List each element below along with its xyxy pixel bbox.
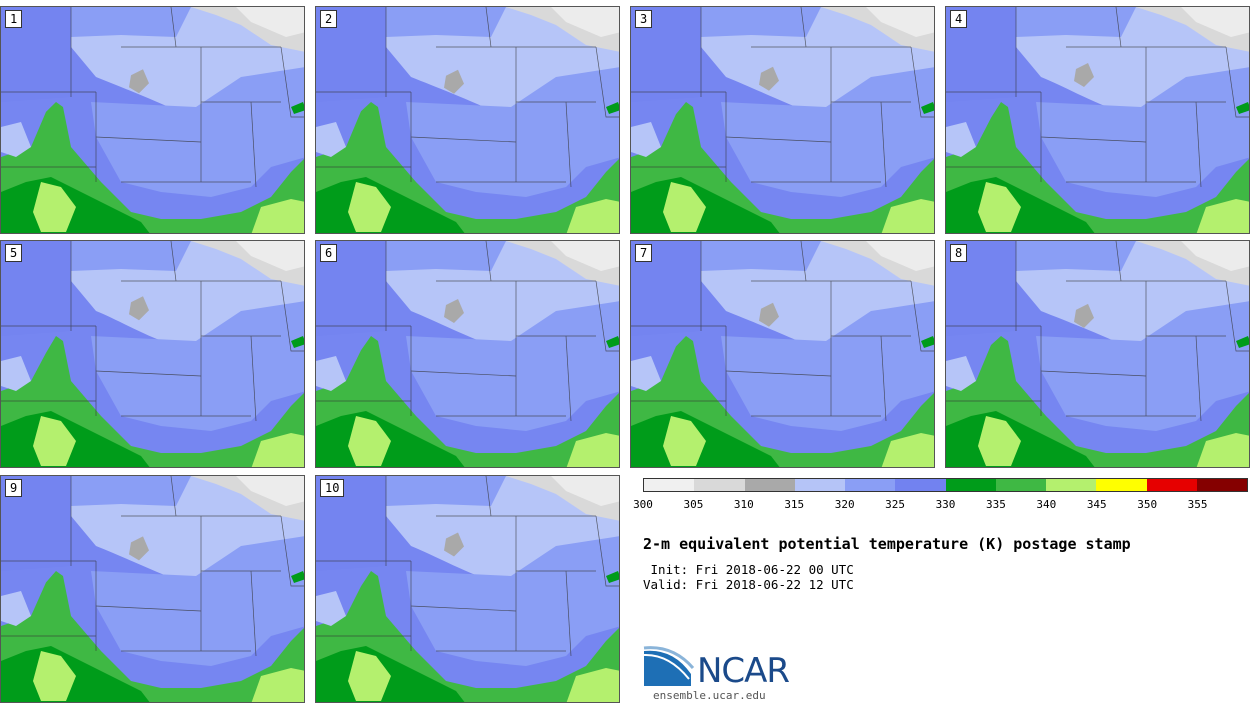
- colorbar: [643, 478, 1248, 492]
- postage-stamp-panel: 4: [945, 6, 1250, 234]
- colorbar-tick-label: 350: [1137, 498, 1158, 511]
- ncar-logo-icon: [643, 646, 695, 686]
- map-image: [631, 241, 934, 467]
- panel-number: 7: [635, 244, 653, 262]
- colorbar-tick-label: 325: [885, 498, 906, 511]
- colorbar-tick-label: 340: [1036, 498, 1057, 511]
- panel-number: 3: [635, 10, 653, 28]
- colorbar-tick-label: 315: [784, 498, 805, 511]
- colorbar-swatch: [794, 479, 845, 491]
- postage-stamp-panel: 10: [315, 475, 620, 703]
- postage-stamp-panel: 1: [0, 6, 305, 234]
- map-image: [946, 7, 1249, 233]
- init-time: Init: Fri 2018-06-22 00 UTC: [643, 562, 854, 577]
- postage-stamp-panel: 9: [0, 475, 305, 703]
- panel-number: 8: [950, 244, 968, 262]
- postage-stamp-panel: 6: [315, 240, 620, 468]
- colorbar-ticks: 300 305 310 315 320 325 330 335 340 345 350 355: [633, 498, 1248, 512]
- logo-text: NCAR: [697, 651, 790, 691]
- figure-title: 2-m equivalent potential temperature (K)…: [643, 535, 1131, 553]
- map-image: [1, 241, 304, 467]
- colorbar-swatch: [644, 479, 695, 491]
- colorbar-swatch: [895, 479, 946, 491]
- colorbar-tick-label: 310: [733, 498, 754, 511]
- map-image: [1, 476, 304, 702]
- colorbar-tick-label: 345: [1086, 498, 1107, 511]
- panel-number: 2: [320, 10, 338, 28]
- map-image: [316, 7, 619, 233]
- colorbar-tick-label: 305: [683, 498, 704, 511]
- site-url: ensemble.ucar.edu: [653, 689, 766, 702]
- colorbar-tick-label: 300: [633, 498, 653, 511]
- panel-number: 4: [950, 10, 968, 28]
- panel-number: 5: [5, 244, 23, 262]
- map-image: [1, 7, 304, 233]
- postage-stamp-panel: 7: [630, 240, 935, 468]
- postage-stamp-panel: 5: [0, 240, 305, 468]
- colorbar-swatch: [1146, 479, 1197, 491]
- valid-time: Valid: Fri 2018-06-22 12 UTC: [643, 577, 854, 592]
- map-image: [316, 476, 619, 702]
- panel-number: 1: [5, 10, 23, 28]
- map-image: [631, 7, 934, 233]
- colorbar-tick-label: 320: [834, 498, 855, 511]
- colorbar-tick-label: 335: [985, 498, 1006, 511]
- panel-number: 9: [5, 479, 23, 497]
- panel-number: 6: [320, 244, 338, 262]
- map-image: [946, 241, 1249, 467]
- colorbar-swatch: [1196, 479, 1247, 491]
- postage-stamp-panel: 3: [630, 6, 935, 234]
- colorbar-swatch: [845, 479, 896, 491]
- colorbar-swatch: [995, 479, 1046, 491]
- colorbar-swatch: [694, 479, 745, 491]
- colorbar-tick-label: 355: [1187, 498, 1208, 511]
- colorbar-swatch: [1046, 479, 1097, 491]
- colorbar-swatch: [744, 479, 795, 491]
- map-image: [316, 241, 619, 467]
- colorbar-tick-label: 330: [935, 498, 956, 511]
- postage-stamp-panel: 2: [315, 6, 620, 234]
- colorbar-swatch: [945, 479, 996, 491]
- colorbar-swatch: [1096, 479, 1147, 491]
- panel-number: 10: [320, 479, 345, 497]
- postage-stamp-panel: 8: [945, 240, 1250, 468]
